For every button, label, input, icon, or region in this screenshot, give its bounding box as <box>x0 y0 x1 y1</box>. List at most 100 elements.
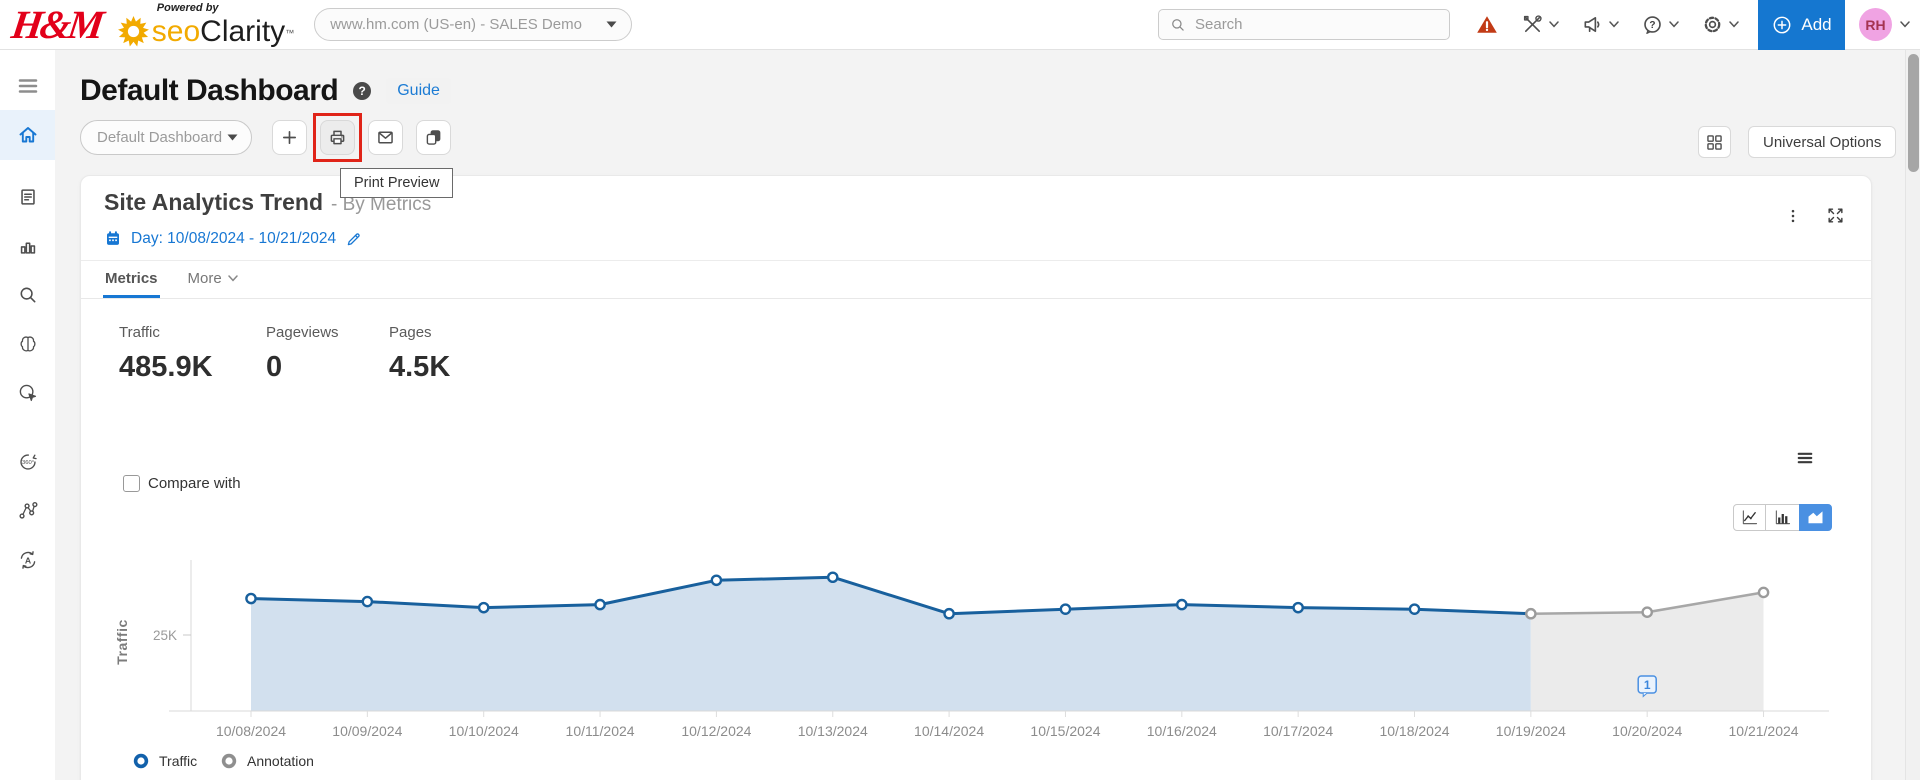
compare-with-label: Compare with <box>148 475 241 492</box>
data-point[interactable] <box>1525 607 1537 620</box>
universal-options-button[interactable]: Universal Options <box>1748 126 1897 158</box>
sidebar-item-menu[interactable] <box>0 74 55 98</box>
print-button[interactable] <box>320 120 355 155</box>
x-tick-label: 10/10/2024 <box>449 723 519 739</box>
announcements-menu[interactable] <box>1570 13 1630 36</box>
data-point[interactable] <box>710 574 723 587</box>
kpi-traffic: Traffic 485.9K <box>119 324 266 384</box>
bar-chart-icon <box>17 235 39 257</box>
sidebar-item-notes[interactable] <box>0 185 55 209</box>
traffic-line <box>250 575 1531 616</box>
date-range-text: Day: 10/08/2024 - 10/21/2024 <box>131 229 337 247</box>
tools-menu[interactable] <box>1510 13 1570 36</box>
alert-button[interactable] <box>1464 13 1510 37</box>
header-actions: ? <box>1464 13 1750 37</box>
x-tick-label: 10/16/2024 <box>1147 723 1217 739</box>
x-tick-label: 10/21/2024 <box>1729 723 1799 739</box>
page-help-icon[interactable]: ? <box>353 82 372 100</box>
chart-area: 25K Traffic 10/08/2024 10/09/2024 10/10/2024… <box>81 554 1873 780</box>
tab-label: More <box>187 269 222 287</box>
legend-item-annotation[interactable]: Annotation <box>221 753 314 769</box>
data-point[interactable] <box>1292 601 1304 614</box>
layout-grid-button[interactable] <box>1698 126 1731 158</box>
gear-icon <box>1701 13 1724 36</box>
caret-icon <box>1729 21 1739 28</box>
chart-type-toggles <box>1733 504 1832 531</box>
avatar[interactable]: RH <box>1859 8 1892 41</box>
search-icon <box>1169 16 1187 34</box>
data-point[interactable] <box>1757 586 1770 599</box>
search-icon <box>17 284 39 306</box>
global-search <box>1158 9 1450 40</box>
chart-context-menu-icon[interactable] <box>1795 448 1815 468</box>
sidebar-item-360[interactable]: 360° <box>0 450 55 474</box>
chevron-down-icon <box>1900 21 1910 28</box>
domain-selector[interactable]: www.hm.com (US-en) - SALES Demo <box>314 8 632 41</box>
sidebar-item-bar-chart[interactable] <box>0 234 55 258</box>
line-chart-toggle[interactable] <box>1733 504 1766 531</box>
powered-by-label: Powered by <box>156 2 219 14</box>
kebab-menu-icon[interactable] <box>1784 207 1802 225</box>
legend-item-traffic[interactable]: Traffic <box>133 753 198 769</box>
trademark-symbol: ™ <box>285 28 295 38</box>
dashboard-selector[interactable]: Default Dashboard <box>80 120 252 155</box>
tab-more[interactable]: More <box>186 261 240 298</box>
kpi-label: Traffic <box>119 324 160 341</box>
tab-metrics[interactable]: Metrics <box>103 261 160 298</box>
main-content: Default Dashboard ? Guide Default Dashbo… <box>55 50 1905 780</box>
scrollbar-thumb[interactable] <box>1908 54 1919 172</box>
add-widget-button[interactable] <box>272 120 307 155</box>
rank-click-icon <box>17 382 39 404</box>
x-tick-label: 10/15/2024 <box>1030 723 1100 739</box>
sidebar-item-home[interactable] <box>0 110 55 160</box>
area-chart-toggle[interactable] <box>1799 504 1832 531</box>
data-point[interactable] <box>1641 606 1653 619</box>
expand-icon[interactable] <box>1826 206 1845 225</box>
data-point[interactable] <box>361 595 374 608</box>
sidebar-item-rank-click[interactable] <box>0 381 55 405</box>
sidebar-item-brain[interactable] <box>0 332 55 356</box>
widget-tabs: Metrics More <box>81 261 1871 299</box>
data-point[interactable] <box>1408 603 1421 615</box>
seoclarity-seo-text: seo <box>151 14 201 48</box>
sidebar-item-search[interactable] <box>0 283 55 307</box>
traffic-area-gray <box>1530 592 1764 711</box>
seoclarity-logo: Powered by seo Clarity ™ <box>117 1 294 48</box>
seoclarity-clarity-text: Clarity <box>200 14 286 48</box>
widget-tools <box>1784 206 1845 225</box>
data-point[interactable] <box>594 598 606 611</box>
data-point[interactable] <box>826 571 839 584</box>
data-point[interactable] <box>245 592 257 605</box>
settings-menu[interactable] <box>1690 13 1750 36</box>
date-range-control[interactable]: Day: 10/08/2024 - 10/21/2024 <box>104 229 363 248</box>
sidebar-item-auto-rotate[interactable]: A <box>0 548 55 572</box>
data-point[interactable] <box>943 607 955 620</box>
annotation-badge[interactable]: 1 <box>1637 675 1657 698</box>
copy-button[interactable] <box>416 120 451 155</box>
help-icon: ? <box>1641 13 1664 36</box>
kpi-value: 0 <box>266 351 283 383</box>
data-point[interactable] <box>1176 598 1188 611</box>
sidebar-item-network[interactable] <box>0 499 55 523</box>
alert-triangle-icon <box>1475 13 1499 37</box>
email-button[interactable] <box>368 120 403 155</box>
guide-link[interactable]: Guide <box>386 78 451 104</box>
add-button[interactable]: Add <box>1758 0 1845 50</box>
bar-chart-toggle[interactable] <box>1766 504 1799 531</box>
data-point[interactable] <box>1059 603 1072 615</box>
traffic-trend-chart: 25K Traffic 10/08/2024 10/09/2024 10/10/2024… <box>114 560 1829 769</box>
megaphone-icon <box>1581 13 1604 36</box>
kpi-label: Pages <box>389 324 432 341</box>
kpi-pages: Pages 4.5K <box>389 324 450 384</box>
help-menu[interactable]: ? <box>1630 13 1690 36</box>
compare-with-row: Compare with <box>123 475 241 492</box>
widget-divider <box>81 260 1871 261</box>
scrollbar-track <box>1905 50 1920 780</box>
auto-rotate-icon: A <box>17 549 39 571</box>
traffic-area-blue <box>251 577 1531 711</box>
compare-with-checkbox[interactable] <box>123 475 140 492</box>
user-menu[interactable]: RH <box>1845 8 1920 41</box>
pencil-icon[interactable] <box>345 230 363 248</box>
search-input[interactable] <box>1195 16 1439 33</box>
data-point[interactable] <box>477 601 490 614</box>
